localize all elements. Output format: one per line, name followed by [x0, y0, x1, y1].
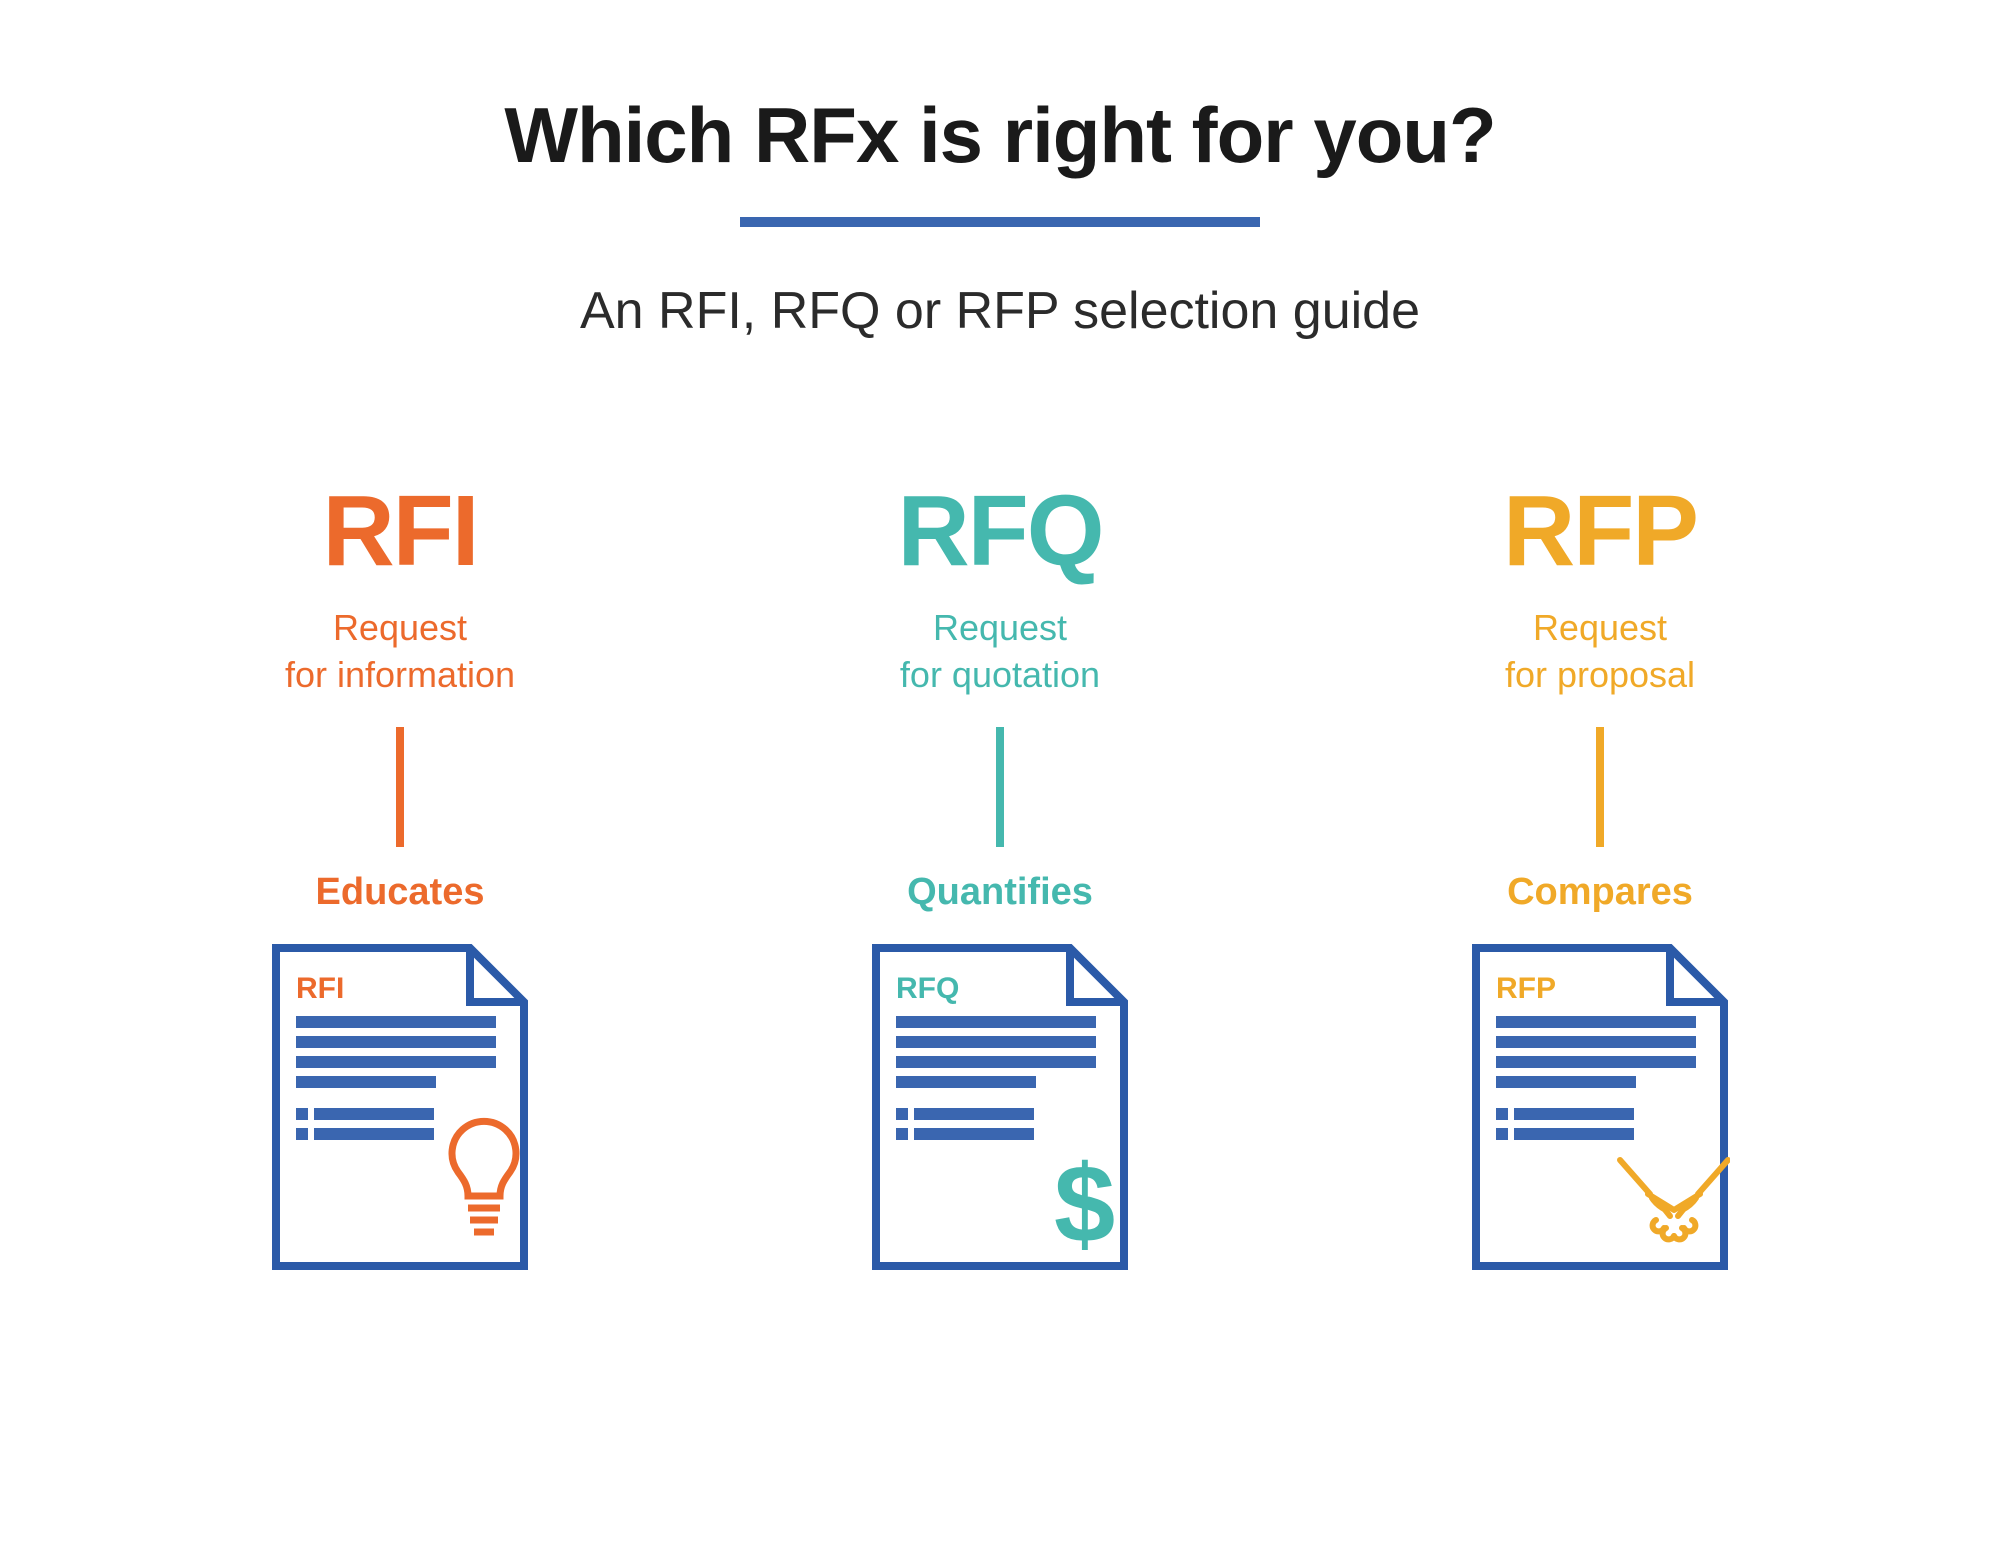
- doc-label-rfi: RFI: [296, 972, 344, 1005]
- column-rfq: RFQ Request for quotation Quantifies RFQ: [780, 481, 1220, 1277]
- verb-rfi: Educates: [316, 871, 485, 914]
- fullname-rfp: Request for proposal: [1505, 605, 1695, 699]
- doc-label-rfq: RFQ: [896, 972, 959, 1005]
- fullname-rfq: Request for quotation: [900, 605, 1100, 699]
- connector-rfq: [996, 727, 1004, 847]
- acronym-rfi: RFI: [322, 481, 477, 581]
- document-icon-rfi: RFI: [270, 942, 530, 1272]
- document-rfq: RFQ $: [870, 942, 1130, 1277]
- columns-row: RFI Request for information Educates RFI: [140, 481, 1860, 1277]
- acronym-rfq: RFQ: [897, 481, 1102, 581]
- fullname-rfi: Request for information: [285, 605, 515, 699]
- dollar-icon: $: [1054, 1143, 1115, 1266]
- connector-rfp: [1596, 727, 1604, 847]
- column-rfi: RFI Request for information Educates RFI: [180, 481, 620, 1277]
- acronym-rfp: RFP: [1503, 481, 1697, 581]
- infographic-container: Which RFx is right for you? An RFI, RFQ …: [0, 0, 2000, 1277]
- verb-rfp: Compares: [1507, 871, 1693, 914]
- title-underline: [740, 217, 1260, 227]
- document-icon-rfp: RFP: [1470, 942, 1730, 1272]
- document-rfp: RFP: [1470, 942, 1730, 1277]
- column-rfp: RFP Request for proposal Compares RFP: [1380, 481, 1820, 1277]
- document-icon-rfq: RFQ $: [870, 942, 1130, 1272]
- verb-rfq: Quantifies: [907, 871, 1093, 914]
- subtitle: An RFI, RFQ or RFP selection guide: [580, 281, 1420, 341]
- document-rfi: RFI: [270, 942, 530, 1277]
- main-title: Which RFx is right for you?: [504, 90, 1495, 181]
- doc-label-rfp: RFP: [1496, 972, 1556, 1005]
- connector-rfi: [396, 727, 404, 847]
